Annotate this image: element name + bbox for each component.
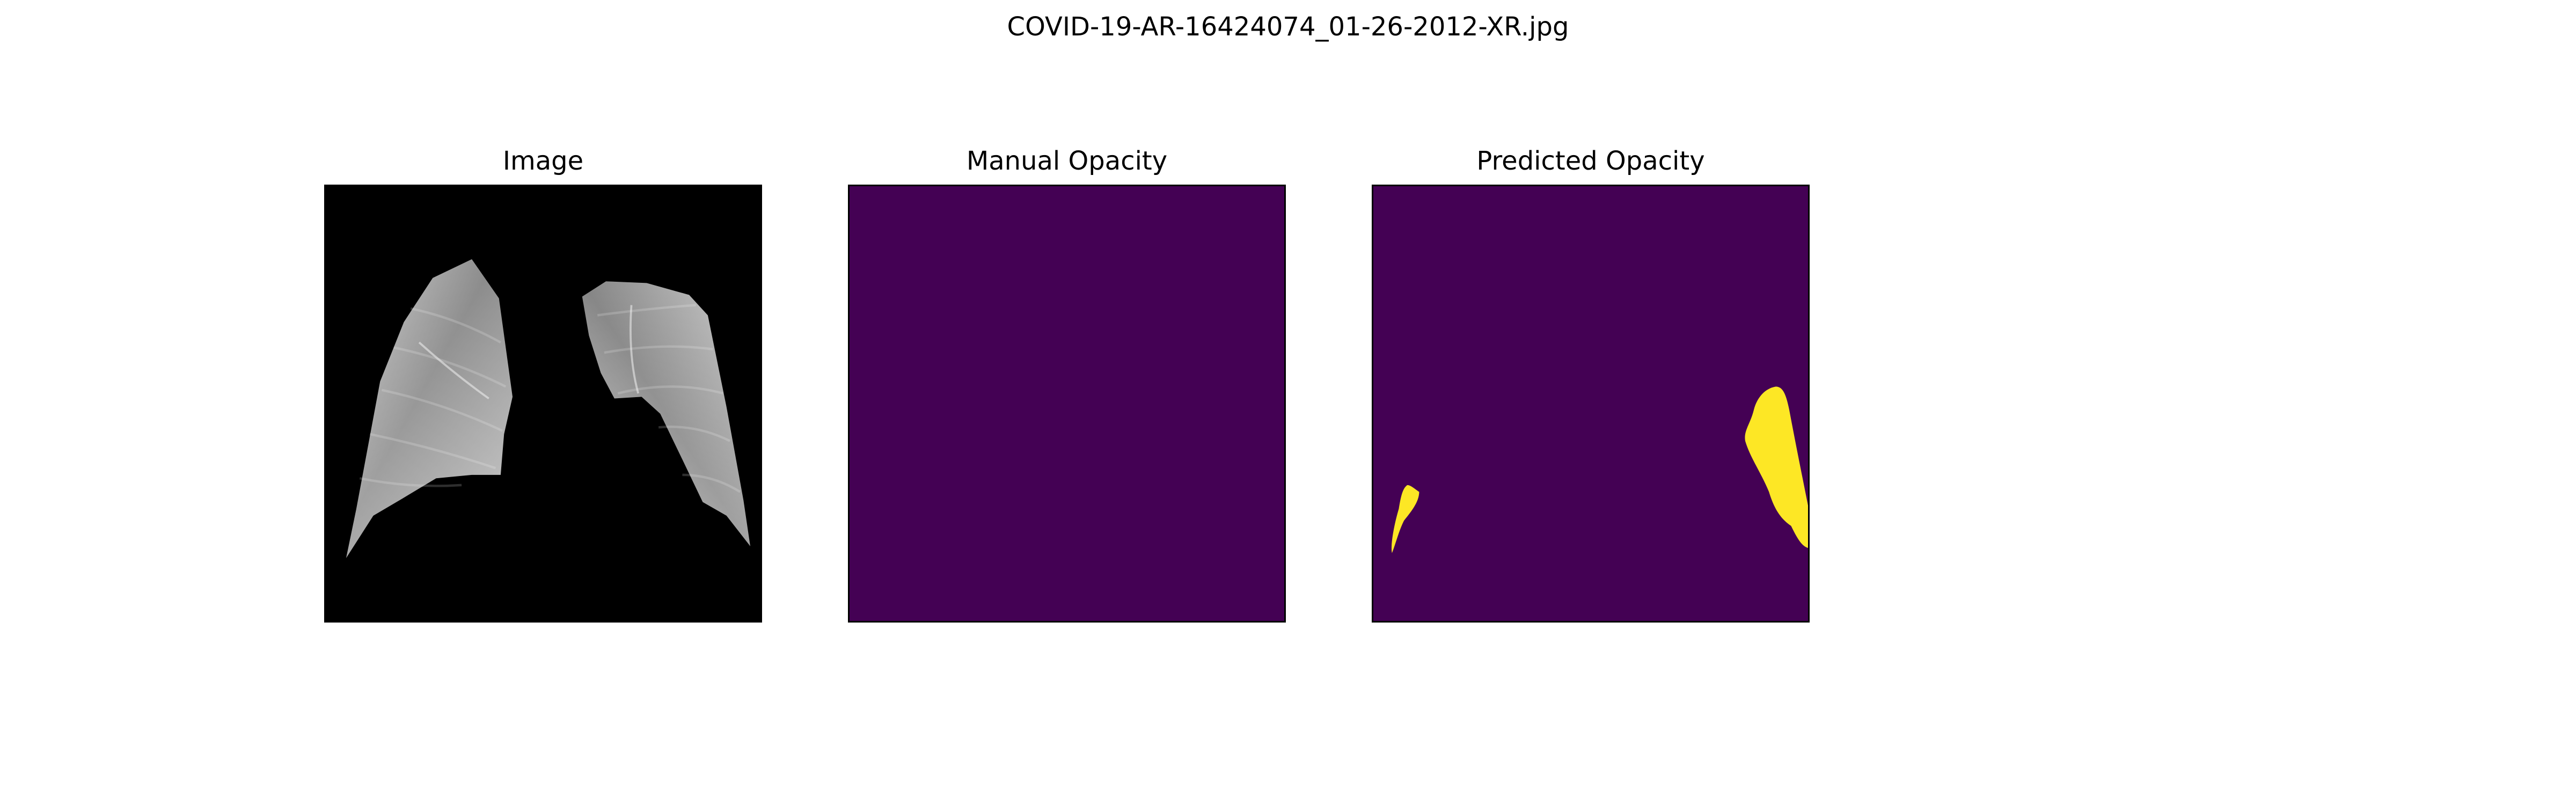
predicted-opacity-mask-frame [1372, 185, 1810, 623]
predicted-opacity-panel: Predicted Opacity [1372, 146, 1810, 623]
xray-image [326, 186, 760, 621]
image-panel-title: Image [502, 146, 584, 176]
xray-image-frame [324, 185, 762, 623]
manual-opacity-panel-title: Manual Opacity [966, 146, 1168, 176]
manual-opacity-mask [850, 186, 1284, 621]
right-lung [346, 259, 513, 558]
manual-opacity-mask-frame [848, 185, 1286, 623]
opacity-region-left [1391, 485, 1419, 553]
image-panel: Image [324, 146, 762, 623]
predicted-opacity-mask [1373, 186, 1808, 621]
mask-background [850, 186, 1284, 621]
mask-background [1373, 186, 1808, 621]
opacity-region-right [1745, 386, 1808, 548]
manual-opacity-panel: Manual Opacity [848, 146, 1286, 623]
predicted-opacity-panel-title: Predicted Opacity [1476, 146, 1705, 176]
left-lung [582, 281, 751, 546]
figure-title: COVID-19-AR-16424074_01-26-2012-XR.jpg [1007, 12, 1569, 42]
